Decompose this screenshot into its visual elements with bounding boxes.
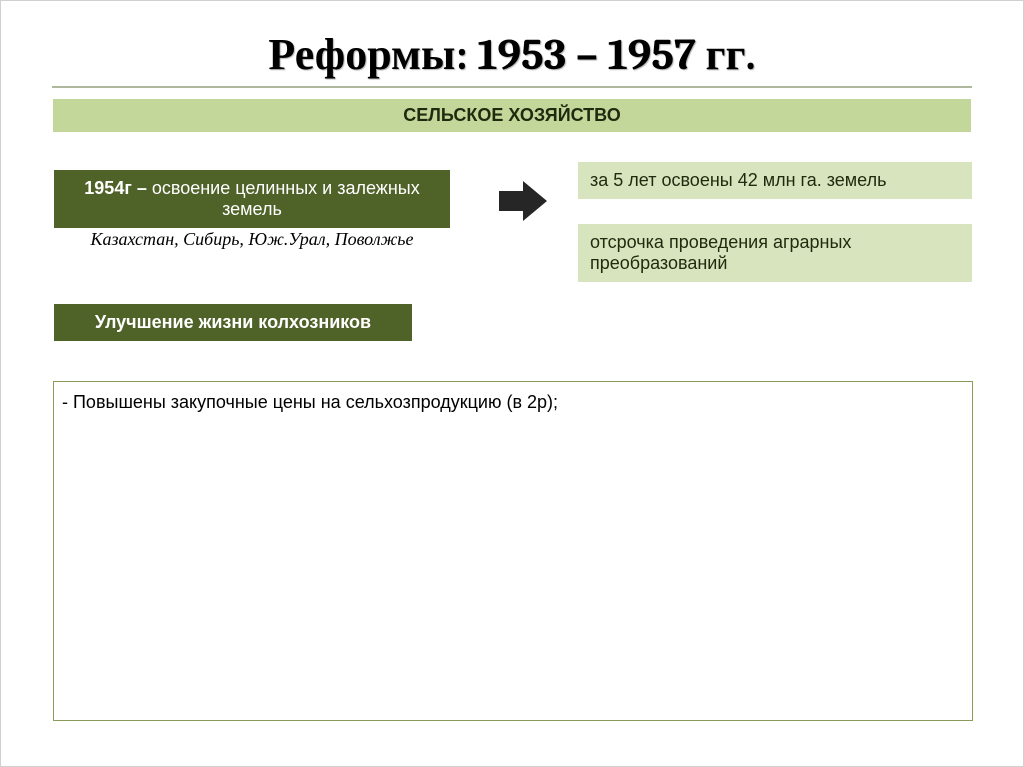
main-textbox: - Повышены закупочные цены на сельхозпро… (53, 381, 973, 721)
slide: Реформы: 1953 – 1957 гг. СЕЛЬСКОЕ ХОЗЯЙС… (0, 0, 1024, 767)
subtitle-bar: СЕЛЬСКОЕ ХОЗЯЙСТВО (52, 98, 972, 133)
box-1954-text: освоение целинных и залежных земель (152, 178, 420, 219)
bullet-1: - Повышены закупочные цены на сельхозпро… (62, 392, 964, 413)
box-1954: 1954г – освоение целинных и залежных зем… (53, 169, 451, 229)
result-box: за 5 лет освоены 42 млн га. земель (577, 161, 973, 200)
improve-box: Улучшение жизни колхозников (53, 303, 413, 342)
regions-note: Казахстан, Сибирь, Юж.Урал, Поволжье (53, 229, 451, 250)
arrow-icon (495, 179, 551, 228)
delay-box: отсрочка проведения аграрных преобразова… (577, 223, 973, 283)
box-1954-year: 1954г – (84, 178, 152, 198)
title-underline (52, 86, 972, 88)
slide-title: Реформы: 1953 – 1957 гг. (1, 1, 1023, 80)
